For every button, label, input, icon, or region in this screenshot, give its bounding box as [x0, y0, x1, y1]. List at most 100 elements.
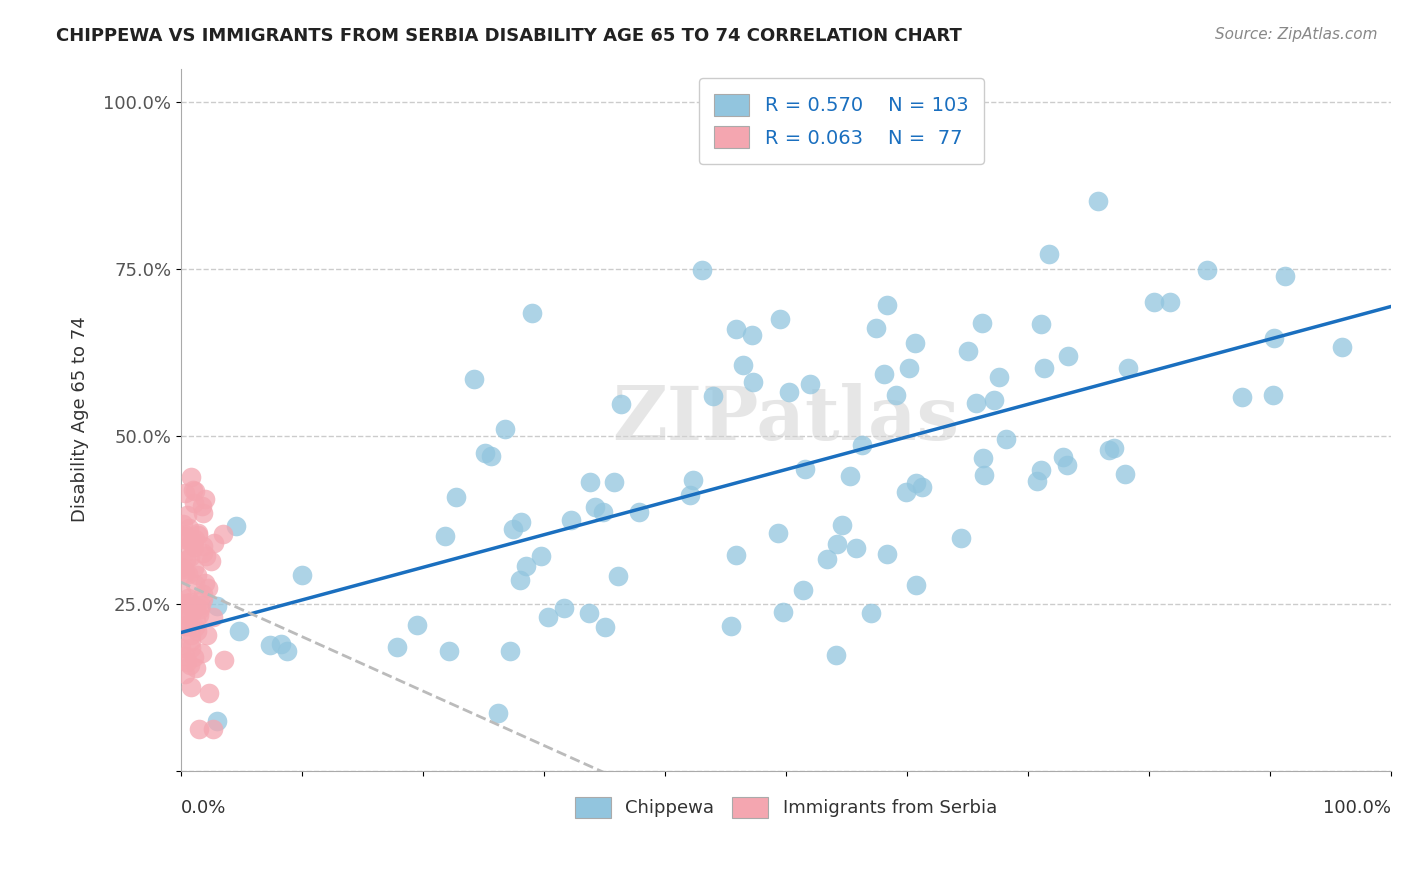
Point: [593, 620, 616, 634]
Point: [198, 685, 221, 699]
Point: [1056, 458, 1078, 472]
Point: [628, 505, 651, 519]
Point: [481, 450, 503, 464]
Point: [592, 505, 614, 519]
Point: [200, 554, 222, 568]
Point: [905, 476, 928, 491]
Point: [741, 327, 763, 342]
Point: [177, 591, 200, 605]
Point: [606, 569, 628, 583]
Point: [437, 644, 460, 658]
Point: [983, 392, 1005, 407]
Point: [173, 600, 195, 615]
Point: [177, 566, 200, 581]
Point: [186, 614, 208, 628]
Point: [731, 359, 754, 373]
Point: [205, 714, 228, 728]
Point: [1087, 194, 1109, 208]
Point: [873, 367, 896, 381]
Point: [578, 475, 600, 489]
Point: [957, 344, 980, 359]
Point: [690, 263, 713, 277]
Text: 0.0%: 0.0%: [181, 798, 226, 817]
Point: [1330, 340, 1353, 354]
Point: [170, 596, 193, 610]
Text: Source: ZipAtlas.com: Source: ZipAtlas.com: [1215, 27, 1378, 42]
Legend: Chippewa, Immigrants from Serbia: Chippewa, Immigrants from Serbia: [568, 789, 1004, 825]
Point: [851, 438, 873, 452]
Point: [884, 388, 907, 402]
Point: [174, 618, 197, 632]
Point: [494, 422, 516, 436]
Point: [191, 539, 214, 553]
Point: [578, 607, 600, 621]
Point: [193, 492, 215, 507]
Point: [817, 552, 839, 566]
Point: [181, 603, 204, 617]
Point: [682, 474, 704, 488]
Point: [1197, 263, 1219, 277]
Point: [876, 548, 898, 562]
Point: [1263, 388, 1285, 402]
Point: [191, 646, 214, 660]
Point: [769, 312, 792, 326]
Point: [179, 658, 201, 673]
Point: [831, 518, 853, 533]
Point: [176, 553, 198, 567]
Point: [1159, 294, 1181, 309]
Point: [1232, 390, 1254, 404]
Point: [1143, 294, 1166, 309]
Point: [865, 321, 887, 335]
Point: [195, 549, 218, 564]
Point: [1098, 442, 1121, 457]
Point: [183, 496, 205, 510]
Point: [1033, 361, 1056, 376]
Point: [799, 377, 821, 392]
Point: [509, 573, 531, 587]
Point: [702, 389, 724, 403]
Point: [202, 723, 225, 737]
Point: [176, 508, 198, 522]
Point: [174, 566, 197, 580]
Point: [179, 595, 201, 609]
Point: [679, 488, 702, 502]
Point: [172, 517, 194, 532]
Point: [270, 637, 292, 651]
Point: [894, 485, 917, 500]
Point: [172, 529, 194, 543]
Point: [1029, 463, 1052, 477]
Y-axis label: Disability Age 65 to 74: Disability Age 65 to 74: [72, 317, 89, 523]
Point: [724, 321, 747, 335]
Point: [177, 596, 200, 610]
Point: [742, 375, 765, 389]
Point: [187, 527, 209, 541]
Point: [180, 469, 202, 483]
Point: [172, 532, 194, 546]
Point: [184, 661, 207, 675]
Point: [276, 644, 298, 658]
Point: [911, 480, 934, 494]
Point: [183, 649, 205, 664]
Point: [191, 546, 214, 560]
Point: [172, 561, 194, 575]
Point: [183, 540, 205, 554]
Point: [609, 397, 631, 411]
Point: [184, 599, 207, 614]
Point: [905, 578, 928, 592]
Point: [173, 527, 195, 541]
Point: [560, 513, 582, 527]
Point: [180, 628, 202, 642]
Point: [191, 499, 214, 513]
Point: [228, 624, 250, 639]
Point: [197, 628, 219, 642]
Point: [212, 526, 235, 541]
Point: [972, 451, 994, 466]
Point: [225, 519, 247, 533]
Point: [202, 536, 225, 550]
Point: [170, 641, 193, 656]
Point: [994, 432, 1017, 446]
Point: [965, 396, 987, 410]
Point: [176, 655, 198, 669]
Point: [184, 620, 207, 634]
Point: [190, 599, 212, 613]
